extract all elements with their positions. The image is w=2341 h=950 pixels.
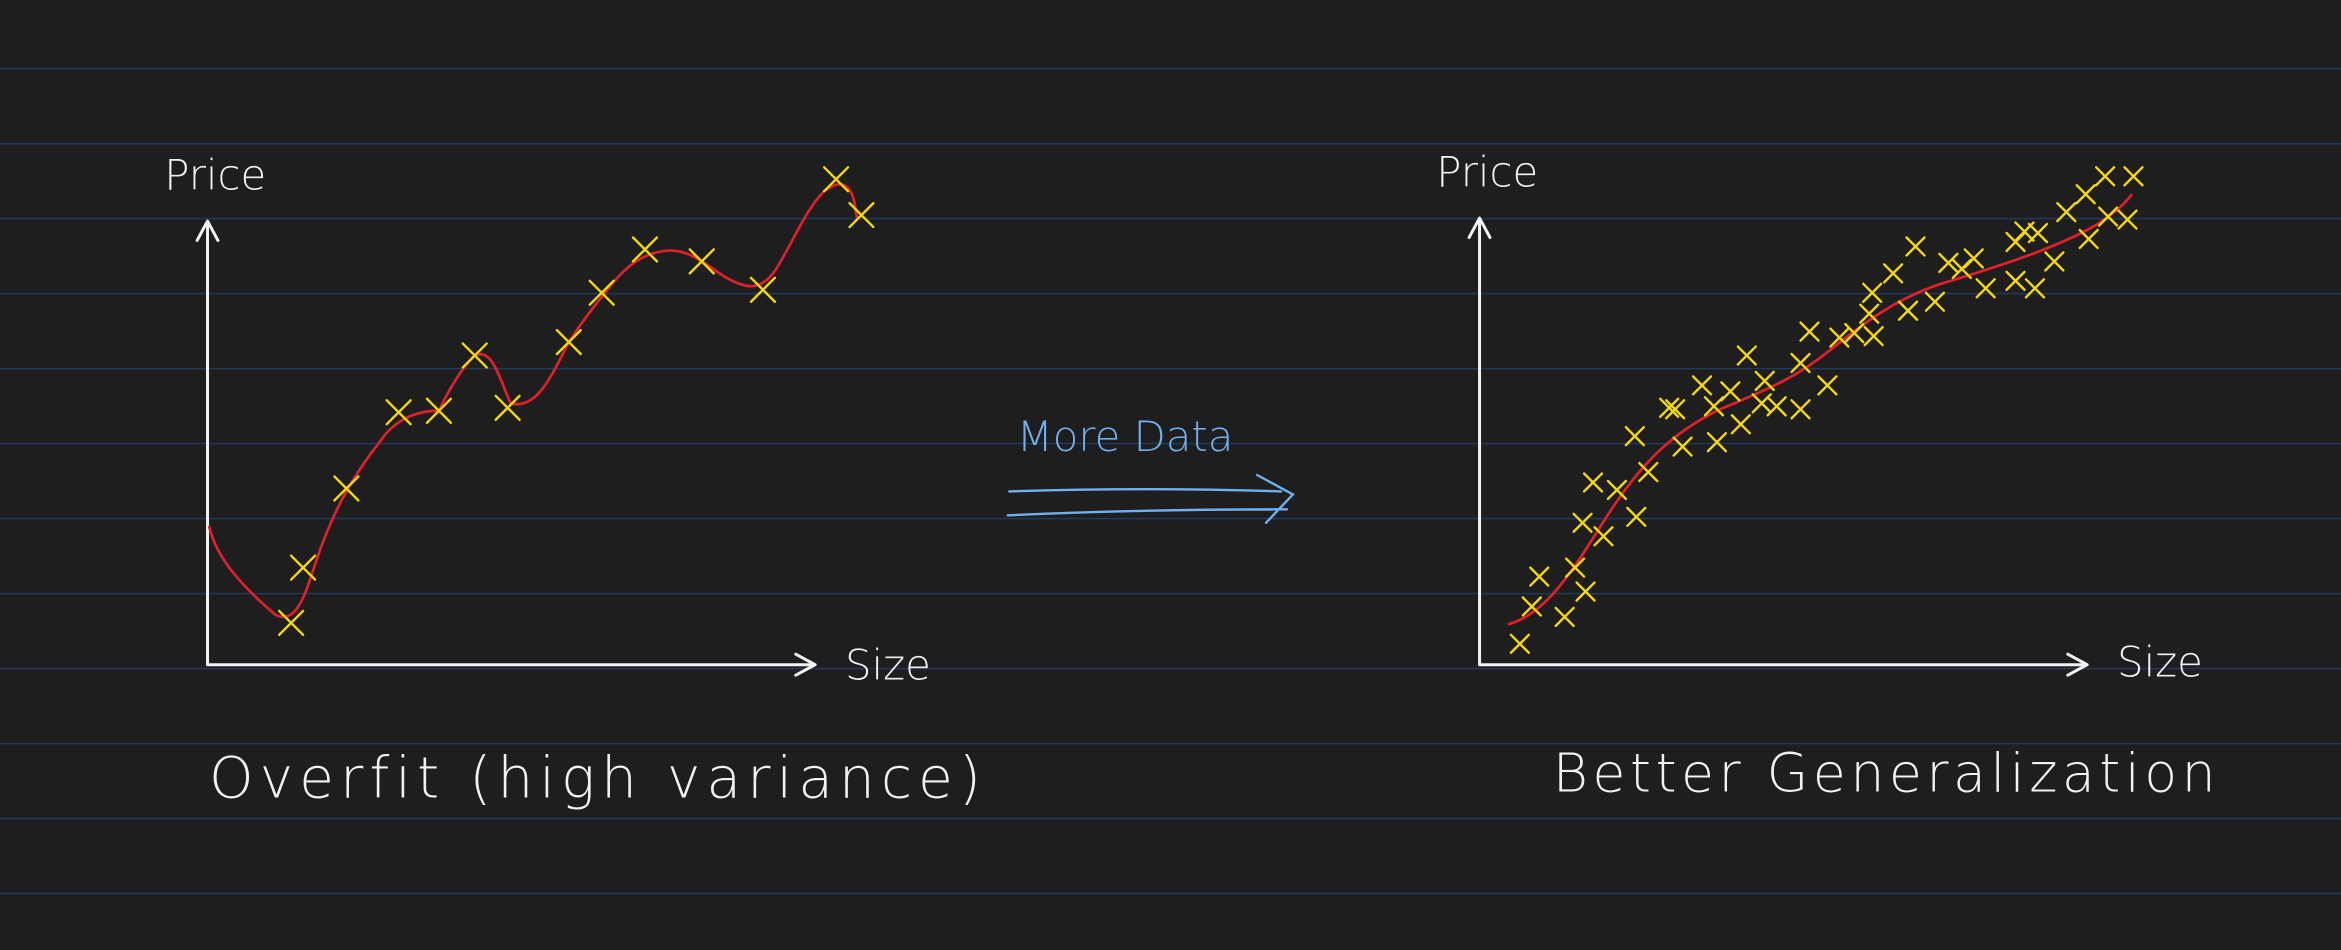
cross [2044, 251, 2065, 272]
cross [1751, 393, 1772, 414]
y-axis-label: Price [1436, 148, 1538, 197]
cross [494, 394, 521, 421]
arrow [1006, 473, 1295, 524]
cross [2005, 270, 2026, 291]
cross [1790, 399, 1811, 420]
cross [2094, 166, 2116, 187]
cross [1582, 472, 1604, 493]
cross [2075, 184, 2096, 205]
cross [1529, 566, 1550, 587]
cross [749, 276, 777, 303]
cross [1863, 325, 1884, 347]
cross [1575, 581, 1596, 602]
cross [1706, 431, 1728, 453]
cross [555, 328, 582, 356]
cross [1829, 327, 1850, 348]
cross [385, 399, 412, 426]
cross [2097, 206, 2119, 227]
caption: Better Generalization [1553, 742, 2220, 805]
ruled-lines [0, 67, 2341, 895]
cross [1975, 278, 1996, 299]
cross [1730, 414, 1751, 435]
cross [1799, 321, 1820, 342]
generalized-curve [1507, 193, 2134, 626]
cross [1862, 282, 1883, 303]
cross [1924, 291, 1946, 312]
cross [1593, 526, 1614, 547]
cross [1624, 426, 1645, 447]
cross [289, 554, 317, 581]
cross [631, 236, 659, 263]
cross [1817, 375, 1838, 396]
axes [1467, 216, 2089, 677]
cross [1509, 633, 1531, 654]
cross [1606, 479, 1628, 501]
cross [1672, 436, 1693, 457]
cross [425, 397, 453, 424]
cross [1703, 396, 1725, 417]
cross [333, 475, 360, 502]
cross [1754, 370, 1775, 392]
cross [588, 279, 615, 306]
cross [2014, 221, 2035, 242]
cross [2056, 201, 2077, 223]
cross [1521, 596, 1542, 617]
cross [688, 248, 715, 275]
cross [1859, 303, 1880, 324]
cross [1691, 375, 1713, 396]
cross [1664, 399, 1686, 420]
cross [1564, 557, 1586, 578]
cross [1905, 236, 1926, 257]
left-sketch: Price Size Overfit (high variance) [164, 151, 987, 812]
caption: Overfit (high variance) [209, 746, 987, 812]
cross [2117, 209, 2138, 230]
cross [822, 166, 850, 193]
cross [1720, 381, 1741, 402]
cross [1638, 461, 1659, 483]
data-crosses [277, 166, 875, 637]
axes [195, 219, 817, 677]
cross [461, 342, 488, 369]
cross [2078, 228, 2099, 250]
cross [1897, 300, 1919, 321]
cross [1951, 258, 1972, 280]
cross [2024, 278, 2046, 299]
cross [1844, 322, 1865, 344]
right-sketch: Price Size Better Generalization [1436, 148, 2220, 805]
cross [1790, 352, 1811, 374]
cross [1572, 512, 1593, 533]
cross [1938, 252, 1959, 274]
cross [1736, 345, 1757, 366]
y-axis-label: Price [164, 151, 266, 200]
cross [1659, 397, 1680, 418]
cross [277, 609, 305, 637]
arrow-label: More Data [1017, 412, 1234, 461]
cross [848, 201, 875, 229]
cross [1554, 606, 1575, 628]
x-axis-label: Size [2117, 638, 2203, 687]
cross [1882, 263, 1904, 284]
cross [2123, 166, 2144, 187]
cross [1626, 506, 1647, 527]
overfit-curve [207, 183, 859, 619]
transition: More Data [1006, 412, 1295, 524]
data-crosses [1509, 166, 2144, 654]
x-axis-label: Size [845, 641, 931, 690]
